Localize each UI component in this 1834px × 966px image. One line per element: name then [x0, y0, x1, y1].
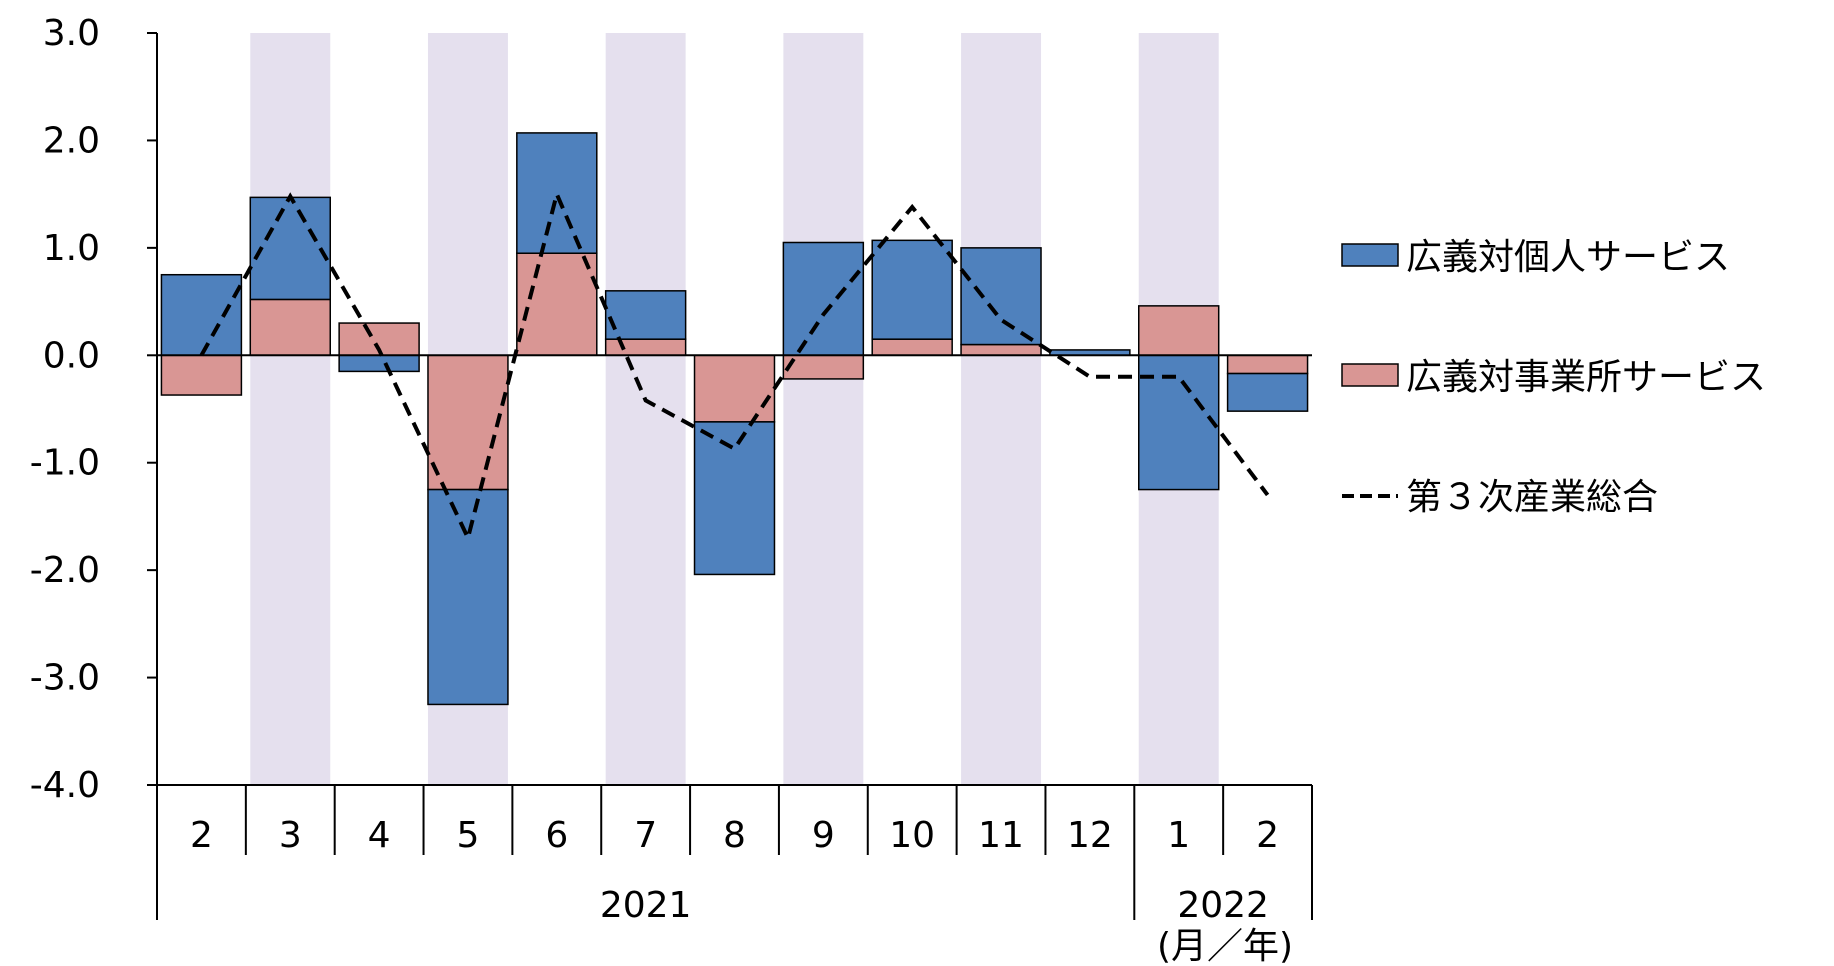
- shaded-column: [605, 33, 686, 785]
- bar-personal-services: [871, 239, 953, 340]
- bar-business-services: [516, 252, 598, 357]
- bar-personal-services: [960, 247, 1042, 346]
- x-unit-label: (月／年): [1157, 926, 1293, 966]
- y-tick-label: 3.0: [43, 13, 100, 54]
- bar-personal-services: [516, 132, 598, 254]
- bar-business-services: [160, 354, 243, 396]
- bar-business-services: [960, 343, 1042, 357]
- x-tick-label: 8: [723, 815, 746, 856]
- y-tick-label: -3.0: [30, 658, 100, 699]
- shaded-column: [250, 33, 331, 785]
- bar-business-services: [249, 298, 332, 357]
- bar-personal-services: [604, 290, 687, 340]
- shaded-column: [961, 33, 1042, 785]
- x-tick-label: 1: [1167, 815, 1190, 856]
- legend-swatch: [1341, 243, 1399, 267]
- bar-personal-services: [160, 273, 243, 357]
- legend-label: 広義対個人サービス: [1406, 237, 1730, 278]
- y-tick-label: -4.0: [30, 765, 100, 806]
- x-tick-label: 3: [279, 815, 302, 856]
- legend-label: 第３次産業総合: [1406, 477, 1658, 518]
- bar-personal-services: [338, 354, 420, 373]
- x-tick-label: 9: [812, 815, 835, 856]
- bar-personal-services: [782, 241, 865, 357]
- x-tick-label: 7: [634, 815, 657, 856]
- legend-label: 広義対事業所サービス: [1406, 357, 1766, 398]
- bar-personal-services: [427, 488, 509, 706]
- bar-business-services: [1226, 354, 1309, 375]
- bar-business-services: [604, 338, 687, 357]
- x-tick-label: 2: [190, 815, 213, 856]
- bar-business-services: [871, 338, 953, 357]
- x-tick-label: 5: [457, 815, 480, 856]
- x-tick-label: 2: [1256, 815, 1279, 856]
- y-tick-label: -1.0: [30, 443, 100, 484]
- bar-business-services: [1138, 305, 1220, 357]
- x-tick-label: 12: [1067, 815, 1113, 856]
- y-tick-label: -2.0: [30, 550, 100, 591]
- bar-personal-services: [693, 421, 776, 576]
- shaded-column: [783, 33, 864, 785]
- year-label: 2021: [600, 885, 692, 926]
- bar-business-services: [693, 354, 776, 423]
- bar-personal-services: [1226, 372, 1309, 412]
- x-tick-label: 10: [889, 815, 935, 856]
- bar-business-services: [782, 354, 865, 380]
- x-tick-label: 11: [978, 815, 1024, 856]
- legend-swatch: [1341, 363, 1399, 387]
- year-label: 2022: [1177, 885, 1269, 926]
- bar-personal-services: [249, 196, 332, 301]
- y-tick-label: 0.0: [43, 335, 100, 376]
- line-tertiary-industry-total: [199, 187, 1270, 544]
- x-tick-label: 6: [545, 815, 568, 856]
- y-tick-label: 1.0: [43, 228, 100, 269]
- x-tick-label: 4: [368, 815, 391, 856]
- y-tick-label: 2.0: [43, 120, 100, 161]
